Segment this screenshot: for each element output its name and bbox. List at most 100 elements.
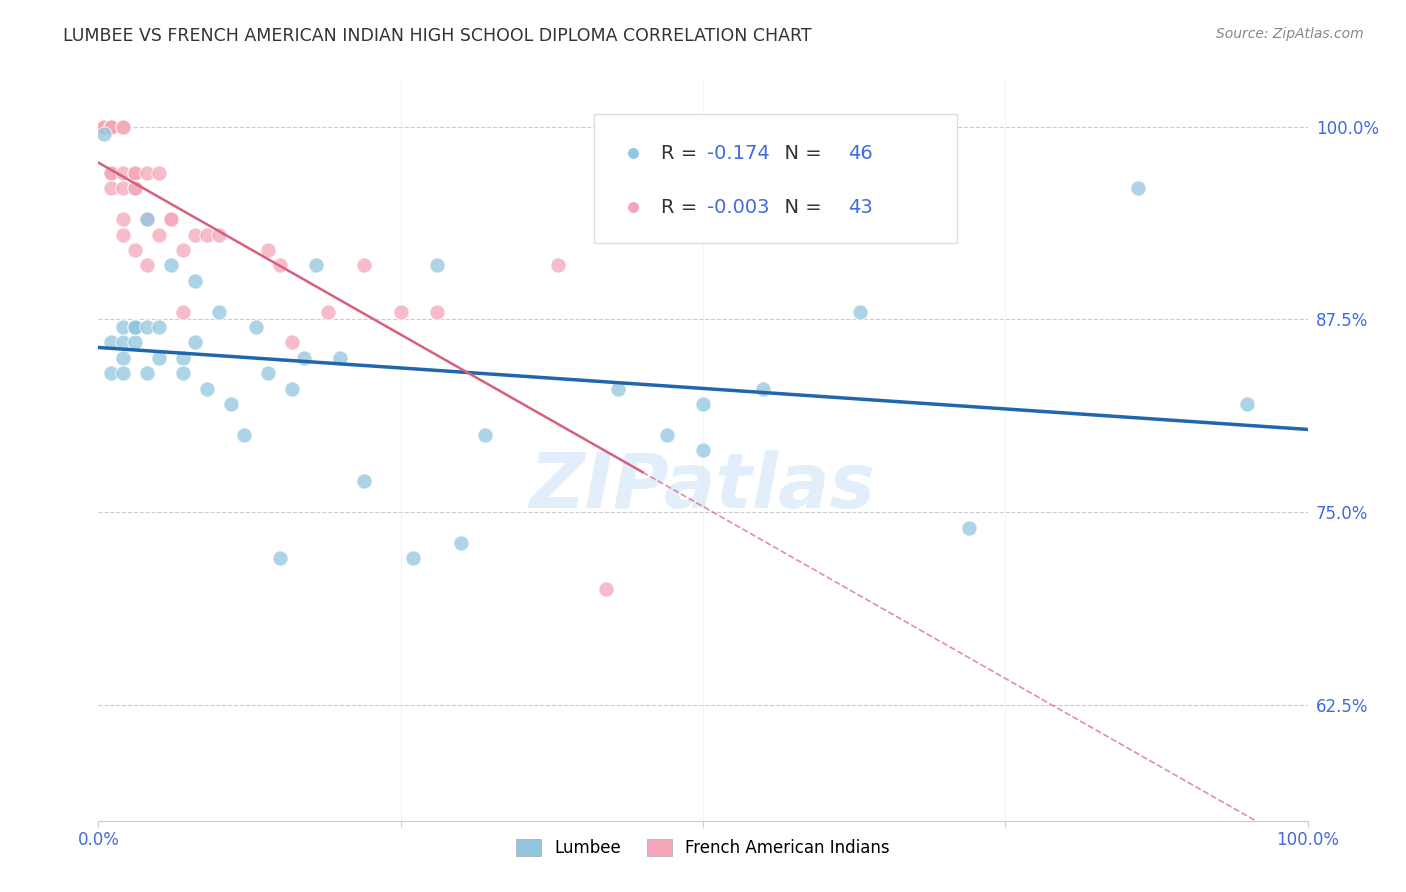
Point (474, 428, 496, 442)
Point (172, 243, 194, 257)
Point (621, 384, 644, 398)
Point (124, 181, 146, 195)
Point (100, 120, 122, 134)
Point (184, 335, 207, 350)
Point (692, 443, 714, 458)
Point (93, 128, 115, 142)
Point (148, 227, 170, 242)
Point (100, 166, 122, 180)
Point (124, 320, 146, 334)
Point (148, 320, 170, 334)
Point (402, 551, 425, 566)
Point (111, 120, 134, 134)
Point (184, 227, 207, 242)
Point (100, 181, 122, 195)
Point (135, 320, 157, 334)
Text: Source: ZipAtlas.com: Source: ZipAtlas.com (1216, 27, 1364, 41)
Point (957, 520, 980, 534)
Legend: Lumbee, French American Indians: Lumbee, French American Indians (510, 832, 896, 864)
Point (111, 227, 134, 242)
Point (93, 120, 115, 134)
Point (305, 258, 328, 272)
Point (208, 227, 231, 242)
Point (292, 351, 315, 365)
Point (124, 335, 146, 350)
Point (111, 320, 134, 334)
Point (547, 258, 569, 272)
Point (208, 304, 231, 318)
Point (232, 428, 254, 442)
Point (426, 304, 449, 318)
Point (124, 320, 146, 334)
FancyBboxPatch shape (595, 113, 957, 244)
Text: -0.003: -0.003 (707, 197, 769, 217)
Text: N =: N = (772, 197, 828, 217)
Point (353, 475, 375, 489)
Point (655, 428, 678, 442)
Point (160, 212, 183, 227)
Point (281, 335, 304, 350)
Point (172, 304, 194, 318)
Point (100, 367, 122, 381)
Point (1128, 181, 1150, 195)
Point (111, 351, 134, 365)
Y-axis label: High School Diploma: High School Diploma (0, 364, 8, 537)
Point (135, 212, 157, 227)
Point (135, 212, 157, 227)
Text: 46: 46 (848, 144, 873, 162)
Point (172, 367, 194, 381)
Text: ZIPatlas: ZIPatlas (530, 450, 876, 524)
Point (1236, 397, 1258, 411)
Point (281, 382, 304, 396)
Point (184, 274, 207, 288)
Point (135, 258, 157, 272)
Point (221, 397, 243, 411)
Point (148, 166, 170, 180)
Point (195, 227, 218, 242)
Point (269, 258, 291, 272)
Point (148, 351, 170, 365)
Point (160, 258, 183, 272)
Point (124, 166, 146, 180)
Point (269, 551, 291, 566)
Point (752, 382, 775, 396)
Point (111, 367, 134, 381)
Point (450, 536, 472, 550)
Point (100, 335, 122, 350)
Point (111, 120, 134, 134)
Text: 43: 43 (848, 197, 873, 217)
Point (849, 304, 872, 318)
Point (100, 120, 122, 134)
Point (692, 397, 714, 411)
Point (316, 304, 339, 318)
Text: LUMBEE VS FRENCH AMERICAN INDIAN HIGH SCHOOL DIPLOMA CORRELATION CHART: LUMBEE VS FRENCH AMERICAN INDIAN HIGH SC… (63, 27, 811, 45)
Point (124, 243, 146, 257)
Point (100, 166, 122, 180)
Text: -0.174: -0.174 (707, 144, 769, 162)
Point (329, 351, 352, 365)
Point (256, 367, 278, 381)
Point (111, 212, 134, 227)
Point (111, 335, 134, 350)
Text: R =: R = (661, 197, 703, 217)
Point (111, 166, 134, 180)
Point (124, 181, 146, 195)
Point (172, 351, 194, 365)
Point (111, 181, 134, 195)
Point (93, 120, 115, 134)
Point (124, 166, 146, 180)
Point (256, 243, 278, 257)
Point (100, 120, 122, 134)
Point (426, 258, 449, 272)
Point (607, 382, 630, 396)
Point (100, 120, 122, 134)
Text: R =: R = (661, 144, 703, 162)
Point (93, 120, 115, 134)
Point (595, 582, 617, 597)
Point (621, 271, 644, 285)
Point (100, 120, 122, 134)
Point (353, 258, 375, 272)
Point (135, 166, 157, 180)
Text: N =: N = (772, 144, 828, 162)
Point (160, 212, 183, 227)
